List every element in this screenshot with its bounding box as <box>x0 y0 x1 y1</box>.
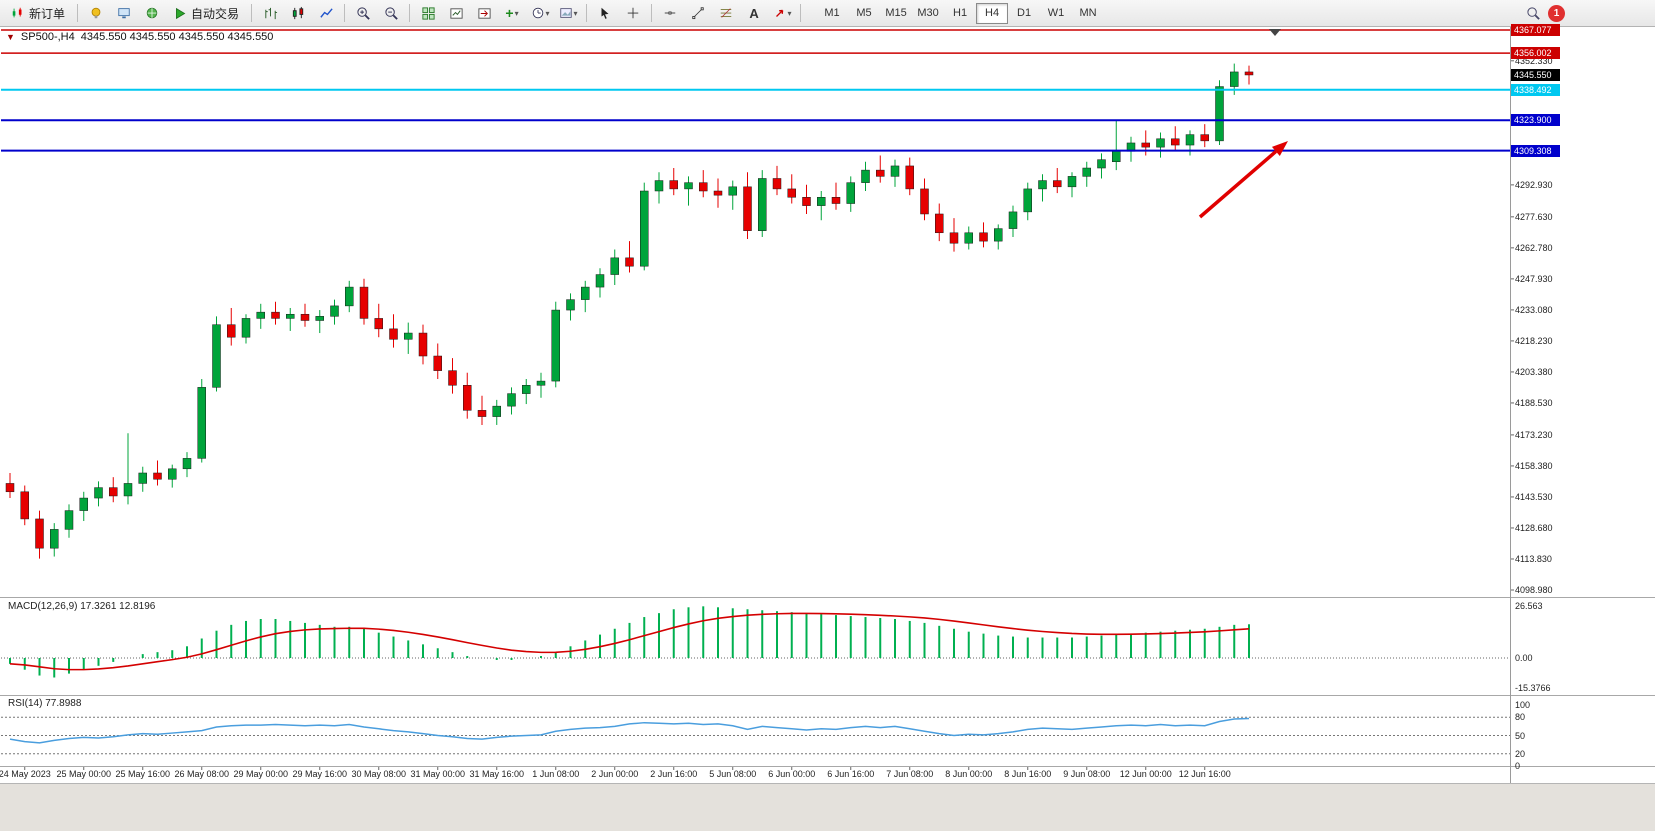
template-icon <box>559 8 572 18</box>
candlestick-chart-icon[interactable] <box>285 1 311 25</box>
rsi-label: RSI(14) 77.8988 <box>8 698 82 709</box>
arrow-tool-icon[interactable]: ▾ <box>769 1 795 25</box>
timeframe-group: M1 M5 M15 M30 H1 H4 D1 W1 MN <box>816 2 1104 24</box>
separator <box>251 4 253 22</box>
rsi-plot <box>1 716 1510 755</box>
crosshair-icon[interactable] <box>620 1 646 25</box>
macd-plot <box>1 606 1510 678</box>
timeframe-m30[interactable]: M30 <box>917 7 939 19</box>
horizontal-line-tool-icon[interactable] <box>657 1 683 25</box>
zoom-out-icon[interactable] <box>378 1 404 25</box>
new-order-button[interactable]: 新订单 <box>4 1 72 25</box>
separator <box>344 4 346 22</box>
timeframe-w1[interactable]: W1 <box>1047 7 1065 19</box>
timeframe-h1[interactable]: H1 <box>953 7 968 19</box>
expand-quotes-icon[interactable]: ▼ <box>6 32 15 42</box>
tile-windows-icon[interactable] <box>415 1 441 25</box>
clock-icon <box>532 7 543 19</box>
notification-count: 1 <box>1553 7 1560 19</box>
add-indicator-button[interactable]: + ▾ <box>499 1 525 25</box>
timeframe-m15[interactable]: M15 <box>885 7 907 19</box>
price-axis-border <box>1510 27 1511 783</box>
chevron-down-icon: ▾ <box>573 8 578 18</box>
timeframe-h4[interactable]: H4 <box>976 2 1009 24</box>
notification-badge[interactable]: 1 <box>1548 4 1565 22</box>
separator <box>409 4 411 22</box>
candlestick-series <box>5 63 1254 559</box>
horizontal-level-lines[interactable] <box>1 29 1510 152</box>
ohlc-quotes: 4345.550 4345.550 4345.550 4345.550 <box>80 31 274 43</box>
autotrading-play-icon <box>176 7 186 19</box>
cursor-icon[interactable] <box>592 1 618 25</box>
annotation-arrow[interactable] <box>1198 141 1288 219</box>
new-order-label: 新订单 <box>29 6 66 21</box>
chart-title: ▼ SP500-,H4 4345.550 4345.550 4345.550 4… <box>6 31 273 43</box>
zoom-in-icon[interactable] <box>350 1 376 25</box>
status-bar <box>0 783 1655 831</box>
separator <box>800 4 802 22</box>
panel-splitter[interactable] <box>0 597 1655 598</box>
time-axis-separator <box>0 766 1655 767</box>
macd-label: MACD(12,26,9) 17.3261 12.8196 <box>8 601 156 612</box>
separator <box>77 4 79 22</box>
panel-splitter[interactable] <box>0 695 1655 696</box>
chevron-down-icon: ▾ <box>514 8 519 18</box>
timeframe-m5[interactable]: M5 <box>856 7 872 19</box>
toolbar: 新订单 自动交易 <box>0 0 1655 27</box>
templates-button[interactable]: ▾ <box>555 1 581 25</box>
symbol-period-label: SP500-,H4 <box>20 31 75 43</box>
lightbulb-icon[interactable] <box>83 1 109 25</box>
timeframe-mn[interactable]: MN <box>1079 7 1097 19</box>
timeframe-d1[interactable]: D1 <box>1017 7 1032 19</box>
chart-shift-icon[interactable] <box>471 1 497 25</box>
bar-chart-icon[interactable] <box>257 1 283 25</box>
monitor-icon[interactable] <box>111 1 137 25</box>
new-order-icon <box>12 7 22 18</box>
separator <box>586 4 588 22</box>
text-tool-icon[interactable]: A <box>741 1 767 25</box>
trendline-tool-icon[interactable] <box>685 1 711 25</box>
axis-ticks <box>24 29 1514 770</box>
timeframe-m1[interactable]: M1 <box>824 7 840 19</box>
chevron-down-icon: ▾ <box>545 8 550 18</box>
line-chart-icon[interactable] <box>313 1 339 25</box>
auto-arrange-icon[interactable] <box>443 1 469 25</box>
autotrading-label: 自动交易 <box>191 6 240 21</box>
periods-button[interactable]: ▾ <box>527 1 553 25</box>
autotrading-button[interactable]: 自动交易 <box>167 1 246 25</box>
separator <box>651 4 653 22</box>
plus-icon: + <box>505 5 514 21</box>
text-tool-label: A <box>749 5 759 21</box>
search-icon[interactable] <box>1520 1 1546 25</box>
chevron-down-icon: ▾ <box>787 8 792 18</box>
fibonacci-tool-icon[interactable] <box>713 1 739 25</box>
globe-icon[interactable] <box>139 1 165 25</box>
